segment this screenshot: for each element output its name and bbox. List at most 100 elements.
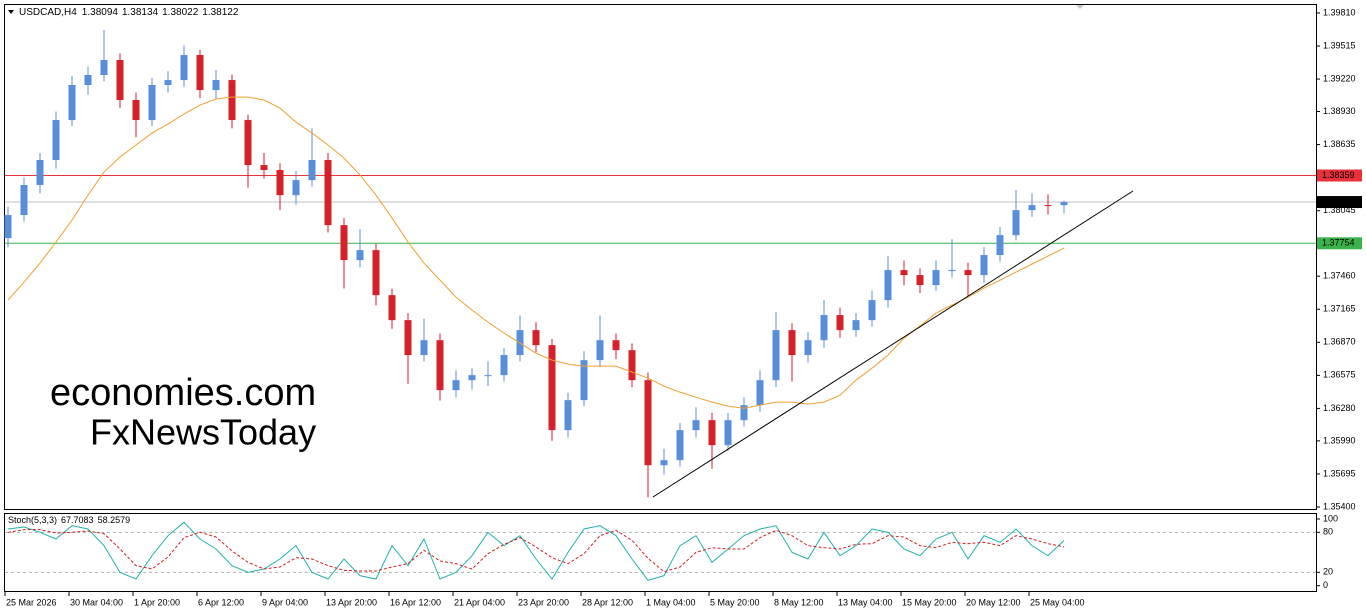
candle-body <box>420 340 428 356</box>
y-tick-label: 1.38045 <box>1323 205 1356 215</box>
level-label-bg <box>1317 169 1362 182</box>
candle-body <box>4 215 12 239</box>
candle-body <box>996 235 1004 256</box>
candle-body <box>52 120 60 161</box>
x-tick-label: 30 Mar 04:00 <box>70 597 123 607</box>
x-tick-label: 8 May 12:00 <box>774 597 824 607</box>
candle-body <box>628 350 636 381</box>
candle-body <box>372 250 380 296</box>
symbol: USDCAD,H4 <box>19 7 77 18</box>
candle-body <box>1012 210 1020 236</box>
candle-body <box>596 340 604 361</box>
y-tick-label: 1.36280 <box>1323 403 1356 413</box>
candle-body <box>164 80 172 85</box>
candle-body <box>900 270 908 276</box>
chart-header: USDCAD,H4 1.38094 1.38134 1.38022 1.38122 <box>19 7 239 18</box>
x-tick-label: 21 Apr 04:00 <box>454 597 505 607</box>
candle-body <box>484 375 492 377</box>
y-tick-label: 0 <box>1323 580 1328 590</box>
price-label-bg <box>1317 196 1362 209</box>
candle-body <box>148 84 156 121</box>
candle-body <box>676 430 684 461</box>
moving-average <box>7 96 1065 409</box>
level-label: 1.38359 <box>1322 170 1355 180</box>
price-frame <box>4 4 1317 510</box>
candle-body <box>884 270 892 301</box>
y-tick-label: 1.36575 <box>1323 370 1356 380</box>
candle-body <box>180 54 188 81</box>
candle-body <box>68 84 76 121</box>
x-tick-label: 1 May 04:00 <box>646 597 696 607</box>
candle-body <box>388 295 396 321</box>
candle-body <box>292 180 300 196</box>
y-tick-label: 1.35990 <box>1323 435 1356 445</box>
y-tick-label: 20 <box>1323 567 1333 577</box>
candle-body <box>116 60 124 100</box>
candle-body <box>916 275 924 286</box>
candle-body <box>356 250 364 261</box>
x-tick-label: 15 May 20:00 <box>902 597 957 607</box>
candle-body <box>692 420 700 431</box>
candle-body <box>740 405 748 421</box>
candle-body <box>660 460 668 466</box>
candle-body <box>212 80 220 91</box>
candle-body <box>788 330 796 356</box>
price-label: 1.38122 <box>1322 196 1355 206</box>
stoch-frame <box>4 513 1317 592</box>
candle-body <box>20 185 28 216</box>
stoch-signal-value: 58.2579 <box>98 515 131 525</box>
watermark-sub: FxNewsToday <box>90 412 316 453</box>
candle-body <box>820 315 828 341</box>
candle-body <box>532 330 540 346</box>
x-tick-label: 23 Apr 20:00 <box>518 597 569 607</box>
candle-body <box>804 340 812 356</box>
y-tick-label: 1.39515 <box>1323 40 1356 50</box>
candle-body <box>436 340 444 391</box>
candle-body <box>852 320 860 331</box>
x-tick-label: 13 Apr 20:00 <box>326 597 377 607</box>
x-tick-label: 1 Apr 20:00 <box>134 597 180 607</box>
candle-body <box>772 330 780 381</box>
y-tick-label: 1.37460 <box>1323 271 1356 281</box>
x-tick-label: 9 Apr 04:00 <box>262 597 308 607</box>
candle-body <box>36 160 44 186</box>
candle-body <box>708 420 716 446</box>
level-label: 1.37754 <box>1322 238 1355 248</box>
candle-body <box>84 75 92 85</box>
y-tick-label: 1.35400 <box>1323 501 1356 511</box>
x-tick-label: 20 May 12:00 <box>966 597 1021 607</box>
candle-body <box>564 400 572 431</box>
close-value: 1.38122 <box>202 7 239 18</box>
stoch-line <box>7 529 1065 573</box>
y-tick-label: 80 <box>1323 527 1333 537</box>
stoch-line <box>7 521 1065 581</box>
x-tick-label: 5 May 20:00 <box>710 597 760 607</box>
x-tick-label: 28 Apr 12:00 <box>582 597 633 607</box>
candle-body <box>948 270 956 272</box>
menu-arrow[interactable] <box>8 10 14 14</box>
scroll-marker <box>1076 5 1084 9</box>
stoch-header: Stoch(5,3,3) 67.7083 58.2579 <box>8 515 130 525</box>
level-label-bg <box>1317 237 1362 250</box>
trendline <box>652 190 1134 498</box>
candle-body <box>868 300 876 321</box>
candle-body <box>468 375 476 381</box>
x-tick-label: 25 Mar 2026 <box>6 597 57 607</box>
candle-body <box>100 60 108 76</box>
candle-body <box>612 340 620 351</box>
high-value: 1.38134 <box>122 7 159 18</box>
candle-body <box>580 360 588 401</box>
watermark-brand: economies.com <box>50 372 316 414</box>
candle-body <box>980 255 988 276</box>
candle-body <box>228 80 236 121</box>
candle-body <box>452 380 460 391</box>
stoch-main-value: 67.7083 <box>61 515 94 525</box>
candle-body <box>244 120 252 166</box>
candle-body <box>324 160 332 226</box>
x-tick-label: 6 Apr 12:00 <box>198 597 244 607</box>
candle-body <box>276 170 284 196</box>
candle-body <box>932 270 940 286</box>
y-tick-label: 1.38635 <box>1323 139 1356 149</box>
